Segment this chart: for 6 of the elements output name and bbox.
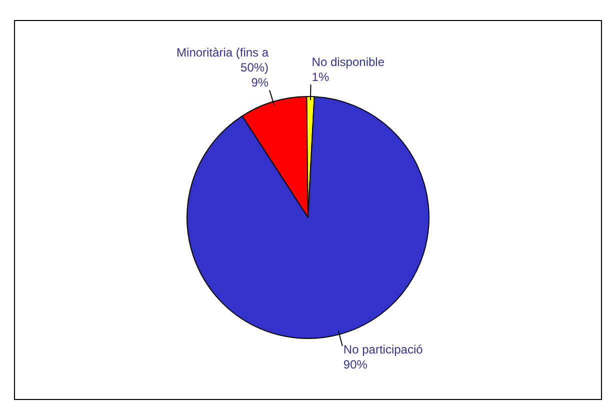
data-label: 1% [312, 70, 330, 84]
data-label: 90% [343, 357, 368, 372]
slice-label: No disponible [312, 54, 385, 69]
slice-label: Minoritària (fins a 50%) [176, 45, 269, 74]
slice-label: No participació [343, 342, 424, 356]
data-label: 9% [251, 75, 269, 90]
